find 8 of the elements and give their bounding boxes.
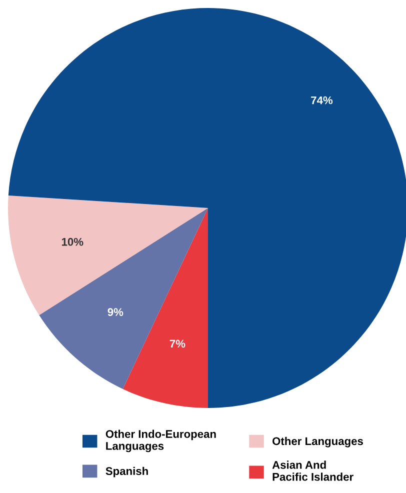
legend-label: Asian And Pacific Islander — [272, 460, 354, 481]
legend-label: Spanish — [106, 466, 148, 478]
data-label: 7% — [170, 340, 186, 348]
data-label: 74% — [311, 96, 333, 104]
data-label: 10% — [62, 238, 84, 246]
data-label: 9% — [108, 308, 124, 316]
legend-label: Other Indo-European Languages — [106, 430, 216, 452]
legend-label: Other Languages — [272, 436, 363, 448]
